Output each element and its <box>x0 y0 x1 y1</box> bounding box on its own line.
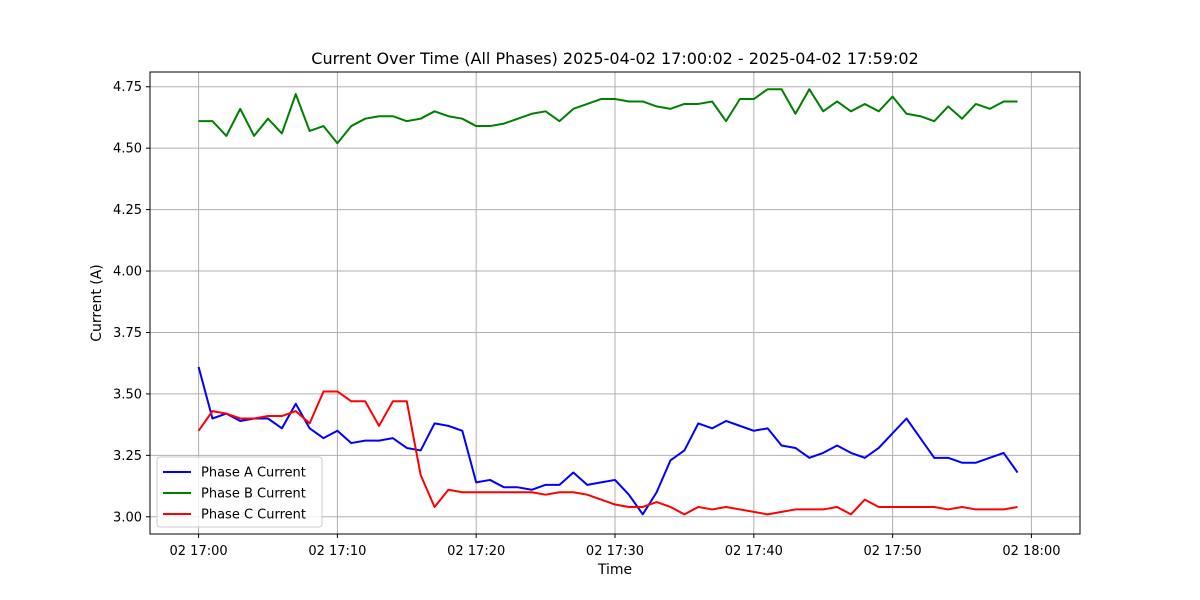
y-tick-label: 4.50 <box>113 142 142 157</box>
x-tick-label: 02 17:40 <box>725 544 783 559</box>
y-tick-label: 4.00 <box>113 265 142 280</box>
legend-label: Phase C Current <box>201 508 306 523</box>
legend-box <box>156 456 323 528</box>
y-tick-label: 3.25 <box>113 449 142 464</box>
y-axis-label: Current (A) <box>89 264 105 342</box>
legend-label: Phase A Current <box>201 466 306 481</box>
x-tick-label: 02 17:10 <box>308 544 366 559</box>
y-tick-label: 4.75 <box>113 80 142 95</box>
legend-label: Phase B Current <box>201 487 306 502</box>
series-line-3 <box>197 390 1018 516</box>
y-tick-label: 3.50 <box>113 387 142 402</box>
x-tick-label: 02 17:50 <box>864 544 922 559</box>
y-tick-label: 4.25 <box>113 203 142 218</box>
series-line-2 <box>198 88 1018 145</box>
series-lines <box>197 88 1019 516</box>
x-tick-label: 02 17:00 <box>170 544 228 559</box>
x-tick-label: 02 18:00 <box>1002 544 1060 559</box>
x-tick-label: 02 17:30 <box>586 544 644 559</box>
y-tick-label: 3.75 <box>113 326 142 341</box>
chart-title: Current Over Time (All Phases) 2025-04-0… <box>311 49 918 68</box>
x-axis-label: Time <box>597 562 632 578</box>
axis-ticks: 02 17:00 02 17:10 02 17:20 02 17:30 02 17:40… <box>113 80 1060 559</box>
series-line-1 <box>197 366 1019 516</box>
x-tick-label: 02 17:20 <box>447 544 505 559</box>
grid-lines <box>150 72 1080 534</box>
legend: Phase A Current Phase B Current Phase C Cu… <box>156 456 323 528</box>
y-tick-label: 3.00 <box>113 510 142 525</box>
